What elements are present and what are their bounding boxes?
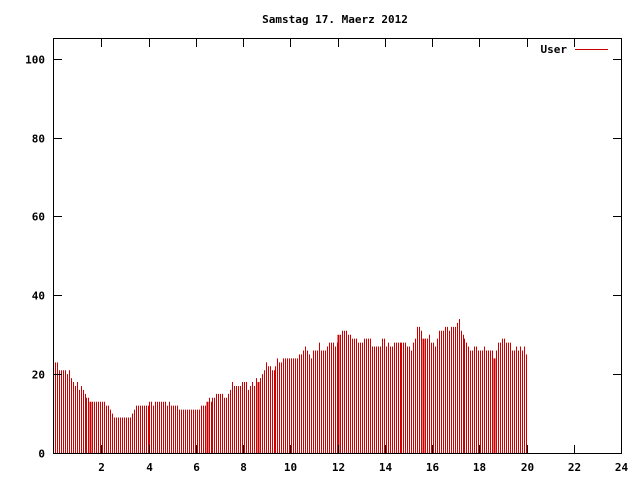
legend-label-user: User	[541, 43, 568, 56]
plot-frame	[53, 38, 622, 454]
x-tick-label: 6	[193, 461, 200, 474]
y-axis: 0 20 40 60 80 100	[25, 54, 621, 461]
x-tick-label: 14	[379, 461, 393, 474]
x-tick-label: 18	[473, 461, 486, 474]
y-tick-label: 60	[32, 211, 45, 224]
y-tick-label: 40	[32, 290, 45, 303]
x-tick-label: 22	[568, 461, 581, 474]
x-tick-label: 20	[521, 461, 534, 474]
x-tick-label: 4	[146, 461, 153, 474]
bar-series-user	[55, 318, 527, 453]
y-tick-label: 80	[32, 133, 45, 146]
x-tick-label: 10	[284, 461, 297, 474]
y-tick-label: 20	[32, 369, 45, 382]
y-tick-label: 0	[38, 448, 45, 461]
chart-title: Samstag 17. Maerz 2012	[262, 13, 408, 26]
x-axis: 2 4 6 8 10 12 14 16 18 20 22 24	[98, 39, 628, 474]
x-tick-label: 2	[98, 461, 105, 474]
legend: User	[541, 43, 608, 56]
y-tick-label: 100	[25, 54, 45, 67]
x-tick-label: 24	[615, 461, 629, 474]
x-tick-label: 8	[240, 461, 247, 474]
x-tick-label: 16	[426, 461, 440, 474]
x-tick-label: 12	[332, 461, 345, 474]
